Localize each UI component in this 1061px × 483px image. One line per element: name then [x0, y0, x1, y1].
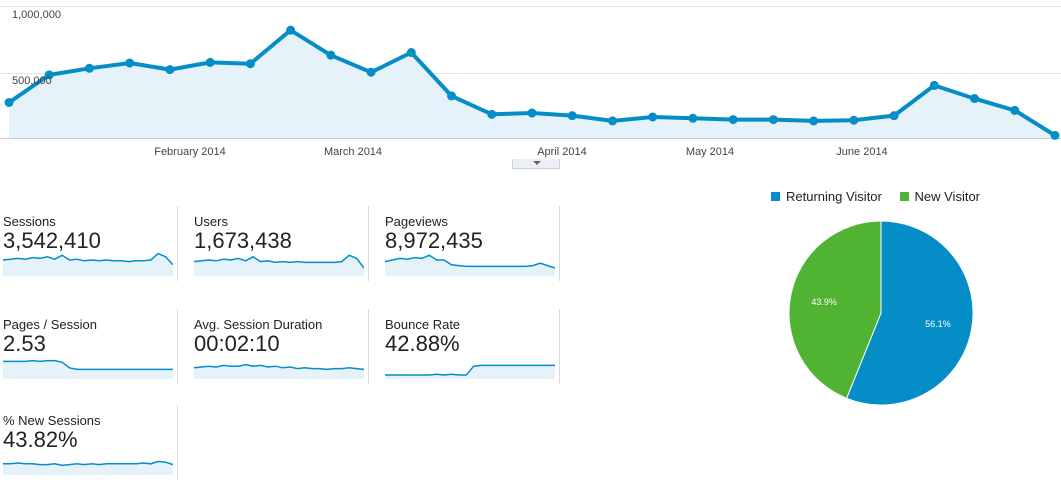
divider: [559, 206, 560, 281]
x-tick-label: May 2014: [686, 146, 734, 158]
data-point[interactable]: [1050, 130, 1060, 140]
data-point[interactable]: [44, 70, 54, 80]
sparkline-area: [3, 253, 173, 276]
data-point[interactable]: [768, 115, 778, 125]
sparkline: [194, 363, 364, 379]
sparkline-line: [3, 252, 173, 266]
metric-value: 2.53: [3, 331, 46, 356]
data-point[interactable]: [326, 50, 336, 60]
metric-users[interactable]: Users 1,673,438: [191, 206, 369, 281]
metric-label: Users: [194, 214, 228, 229]
sparkline-line: [385, 364, 555, 376]
sparkline: [385, 364, 555, 379]
chart-collapse-handle[interactable]: [512, 159, 560, 169]
data-point[interactable]: [1010, 105, 1020, 115]
divider: [177, 309, 178, 384]
pie-slice-new[interactable]: [788, 220, 882, 399]
pie-legend: Returning Visitor New Visitor: [771, 189, 994, 204]
y-tick-label-max: 1,000,000: [12, 9, 61, 21]
divider: [368, 309, 369, 384]
legend-label: Returning Visitor: [786, 189, 882, 204]
legend-label: New Visitor: [914, 189, 981, 204]
metric-label: Avg. Session Duration: [194, 317, 323, 332]
divider: [559, 309, 560, 384]
chevron-down-icon: [533, 161, 541, 165]
sparkline-area: [385, 255, 555, 276]
data-point[interactable]: [165, 65, 175, 75]
x-tick-label: March 2014: [324, 146, 382, 158]
metric-pages-per-session[interactable]: Pages / Session 2.53: [0, 309, 178, 384]
sparkline-line: [3, 460, 173, 467]
metric-new-sessions[interactable]: % New Sessions 43.82%: [0, 405, 178, 480]
data-point[interactable]: [527, 108, 537, 118]
y-tick-label-mid: 500,000: [12, 75, 52, 87]
metric-value: 00:02:10: [194, 331, 280, 356]
data-point[interactable]: [607, 116, 617, 126]
data-point[interactable]: [487, 109, 497, 119]
data-point[interactable]: [447, 91, 457, 101]
sparkline-line: [3, 359, 173, 371]
data-point[interactable]: [970, 94, 980, 104]
metric-value: 1,673,438: [194, 228, 292, 253]
sessions-over-time-chart[interactable]: 1,000,000 500,000 February 2014 March 20…: [0, 0, 1061, 160]
metric-label: Pages / Session: [3, 317, 97, 332]
pie-slice-returning[interactable]: [845, 220, 974, 406]
sparkline-line: [194, 254, 364, 269]
data-point[interactable]: [809, 116, 819, 126]
metric-sessions[interactable]: Sessions 3,542,410: [0, 206, 178, 281]
metric-bounce-rate[interactable]: Bounce Rate 42.88%: [382, 309, 560, 384]
visitor-type-pie-chart[interactable]: 56.1% 43.9%: [788, 220, 978, 410]
metric-value: 43.82%: [3, 427, 78, 452]
sparkline-line: [194, 363, 364, 371]
legend-item-new[interactable]: New Visitor: [899, 189, 981, 204]
legend-swatch: [771, 192, 780, 201]
sparkline: [194, 254, 364, 276]
metric-label: Bounce Rate: [385, 317, 461, 332]
x-tick-label: June 2014: [836, 146, 887, 158]
sparkline: [3, 359, 173, 379]
data-point[interactable]: [728, 115, 738, 125]
legend-item-returning[interactable]: Returning Visitor: [771, 189, 882, 204]
data-point[interactable]: [889, 111, 899, 121]
divider: [177, 206, 178, 281]
data-point[interactable]: [366, 67, 376, 77]
sparkline-area: [385, 365, 555, 379]
data-point[interactable]: [688, 113, 698, 123]
metric-label: Pageviews: [385, 214, 448, 229]
data-point[interactable]: [205, 57, 215, 67]
metric-label: Sessions: [3, 214, 56, 229]
divider: [177, 405, 178, 480]
divider: [368, 206, 369, 281]
data-point[interactable]: [286, 25, 296, 35]
legend-swatch: [899, 192, 909, 201]
sparkline-area: [194, 255, 364, 276]
metric-value: 42.88%: [385, 331, 460, 356]
data-point[interactable]: [648, 112, 658, 122]
metric-pageviews[interactable]: Pageviews 8,972,435: [382, 206, 560, 281]
sparkline: [3, 252, 173, 276]
sparkline: [3, 460, 173, 475]
metric-value: 3,542,410: [3, 228, 101, 253]
x-tick-label: April 2014: [537, 146, 587, 158]
data-point[interactable]: [849, 115, 859, 125]
metric-value: 8,972,435: [385, 228, 483, 253]
sparkline: [385, 254, 555, 276]
sparkline-area: [194, 364, 364, 379]
metric-avg-session-duration[interactable]: Avg. Session Duration 00:02:10: [191, 309, 369, 384]
slice-label-new: 43.9%: [811, 297, 837, 307]
slice-label-returning: 56.1%: [925, 319, 951, 329]
data-point[interactable]: [245, 59, 255, 69]
data-point[interactable]: [929, 80, 939, 90]
data-point[interactable]: [4, 97, 14, 107]
chart-area-fill: [9, 30, 1055, 139]
data-point[interactable]: [567, 111, 577, 121]
data-point[interactable]: [406, 48, 416, 58]
data-point[interactable]: [84, 63, 94, 73]
sparkline-line: [385, 254, 555, 269]
data-point[interactable]: [125, 58, 135, 68]
metric-label: % New Sessions: [3, 413, 101, 428]
x-tick-label: February 2014: [154, 146, 226, 158]
